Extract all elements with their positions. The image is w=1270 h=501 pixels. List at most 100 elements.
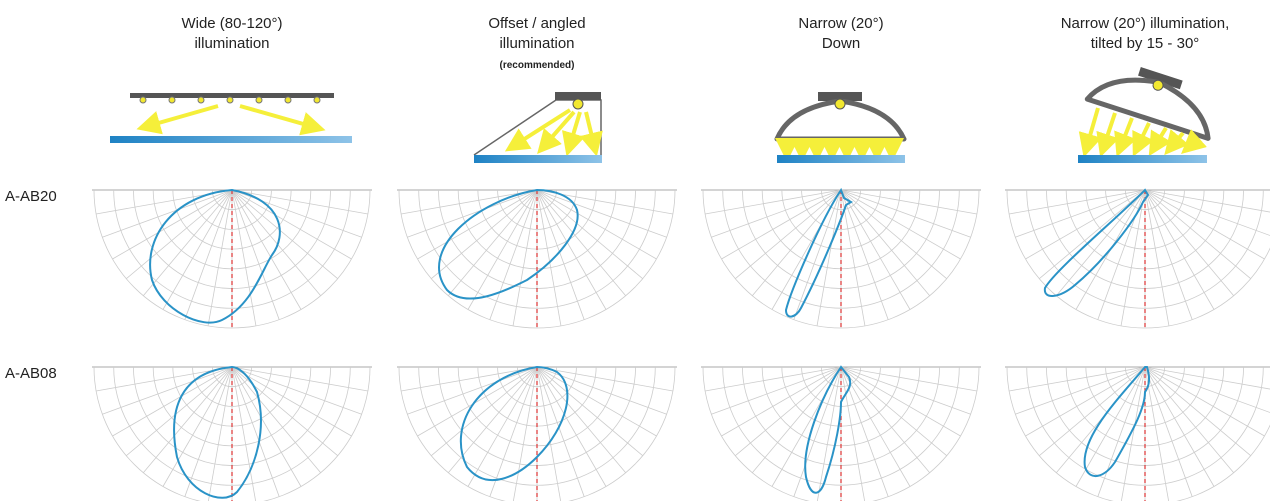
polar-spoke — [536, 366, 585, 497]
polar-spoke — [721, 189, 842, 260]
column-header: Wide (80-120°) — [181, 15, 282, 32]
polar-spoke — [231, 366, 322, 473]
polar-spoke — [840, 189, 947, 280]
polar-spoke — [751, 366, 842, 473]
polar-ring — [1006, 366, 1270, 501]
polar-spoke — [431, 366, 538, 457]
polar-spoke — [840, 189, 977, 215]
polar-spoke — [1144, 189, 1265, 260]
polar-spoke — [536, 189, 667, 238]
polar-spoke — [447, 189, 538, 296]
polar-spoke — [142, 189, 233, 296]
polar-spoke — [231, 366, 368, 392]
polar-spoke — [536, 366, 562, 501]
row-label: A-AB08 — [5, 365, 57, 382]
polar-spoke — [162, 189, 233, 310]
light-distribution — [1083, 366, 1151, 477]
polar-plot — [701, 187, 981, 329]
polar-spoke — [1144, 189, 1215, 310]
polar-spoke — [705, 366, 842, 392]
icon-offset — [473, 92, 603, 163]
polar-spoke — [1039, 189, 1146, 280]
polar-spoke — [401, 366, 538, 392]
light-distribution — [149, 188, 281, 324]
polar-spoke — [536, 366, 657, 437]
polar-spoke — [536, 366, 643, 457]
polar-plot — [701, 365, 981, 501]
polar-spoke — [816, 189, 842, 326]
polar-spoke — [1015, 366, 1146, 415]
polar-spoke — [1144, 366, 1251, 457]
polar-ring — [93, 366, 371, 501]
polar-plot — [1005, 366, 1270, 501]
polar-spoke — [1055, 189, 1146, 296]
polar-spoke — [1144, 366, 1265, 437]
polar-spoke — [142, 366, 233, 473]
icon-wide — [110, 93, 352, 143]
polar-spoke — [231, 366, 280, 497]
polar-spoke — [793, 366, 842, 497]
polar-plot — [397, 188, 677, 329]
polar-spoke — [735, 189, 842, 280]
polar-spoke — [1025, 366, 1146, 437]
polar-spoke — [112, 189, 233, 260]
polar-spoke — [207, 366, 233, 501]
polar-spoke — [184, 366, 233, 497]
light-distribution — [173, 365, 262, 499]
polar-spoke — [489, 366, 538, 497]
polar-spoke — [1144, 189, 1170, 326]
polar-spoke — [1015, 189, 1146, 238]
polar-spoke — [735, 366, 842, 457]
polar-spoke — [1009, 366, 1146, 392]
polar-spoke — [231, 189, 368, 215]
polar-spoke — [162, 366, 233, 487]
polar-plots — [92, 187, 1270, 501]
polar-spoke — [231, 366, 302, 487]
polar-spoke — [840, 366, 911, 487]
polar-spoke — [231, 189, 302, 310]
polar-spoke — [840, 366, 977, 392]
polar-spoke — [721, 366, 842, 437]
polar-spoke — [536, 189, 627, 296]
polar-spoke — [401, 189, 538, 215]
column-header: Down — [822, 35, 860, 52]
polar-spoke — [407, 366, 538, 415]
light-distribution — [804, 365, 852, 494]
polar-spoke — [1144, 366, 1270, 390]
polar-spoke — [840, 366, 961, 437]
polar-spoke — [711, 189, 842, 238]
polar-spoke — [1144, 189, 1235, 296]
polar-spoke — [431, 189, 538, 280]
polar-spoke — [467, 189, 538, 310]
polar-spoke — [112, 366, 233, 437]
polar-spoke — [705, 189, 842, 215]
polar-spoke — [231, 366, 257, 501]
polar-spoke — [751, 189, 842, 296]
polar-spoke — [184, 189, 233, 320]
polar-spoke — [840, 189, 971, 238]
polar-spoke — [1039, 366, 1146, 457]
polar-spoke — [231, 189, 362, 238]
polar-spoke — [96, 366, 233, 392]
polar-spoke — [536, 366, 667, 415]
polar-spoke — [1097, 366, 1146, 497]
polar-spoke — [536, 366, 673, 392]
polar-spoke — [840, 366, 947, 457]
polar-spoke — [417, 366, 538, 437]
polar-spoke — [840, 189, 889, 320]
polar-spoke — [536, 189, 643, 280]
icon-tilted — [1078, 67, 1211, 163]
polar-spoke — [1075, 366, 1146, 487]
polar-spoke — [126, 366, 233, 457]
polar-spoke — [512, 189, 538, 326]
headers: Wide (80-120°) illumination Offset / angle… — [5, 15, 1229, 382]
icon-narrow — [774, 92, 907, 163]
column-header: tilted by 15 - 30° — [1091, 35, 1200, 52]
polar-plot — [92, 188, 372, 329]
polar-spoke — [231, 366, 338, 457]
polar-spoke — [231, 366, 352, 437]
polar-spoke — [1120, 189, 1146, 326]
polar-spoke — [102, 189, 233, 238]
column-header: Offset / angled — [488, 15, 585, 32]
column-header: illumination — [499, 35, 574, 52]
